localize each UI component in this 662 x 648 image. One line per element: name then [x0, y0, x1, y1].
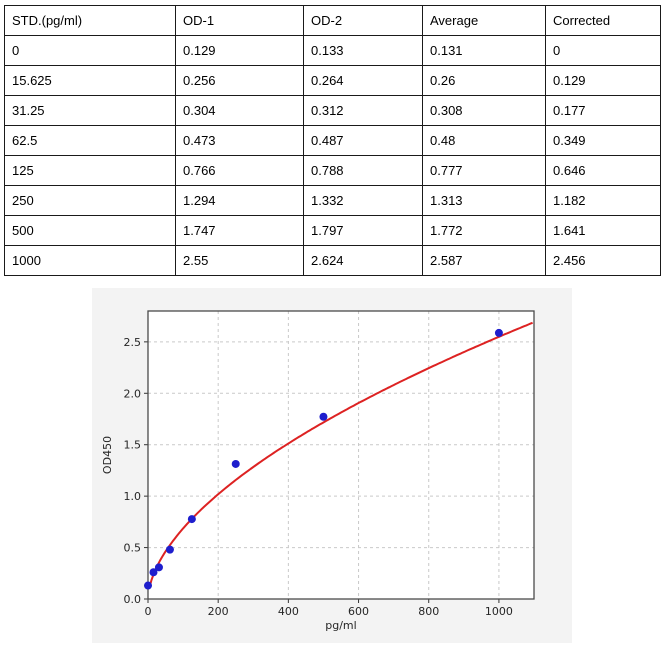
- fit-curve: [148, 321, 533, 588]
- table-cell: 0.777: [422, 155, 546, 186]
- table-cell: 1.797: [303, 215, 423, 246]
- table-row: 500 1.747 1.797 1.772 1.641: [4, 215, 661, 246]
- y-tick-label: 2.5: [124, 336, 142, 349]
- table-cell: 0.129: [175, 35, 304, 66]
- table-cell: 0.766: [175, 155, 304, 186]
- table-cell: 0: [4, 35, 176, 66]
- table-row: 31.25 0.304 0.312 0.308 0.177: [4, 95, 661, 126]
- table-cell: 1.772: [422, 215, 546, 246]
- table-cell: 500: [4, 215, 176, 246]
- y-tick-label: 2.0: [124, 387, 142, 400]
- data-point: [149, 568, 158, 577]
- table-row: 1000 2.55 2.624 2.587 2.456: [4, 245, 661, 276]
- data-point: [187, 515, 196, 524]
- table-header-cell: OD-1: [175, 5, 304, 36]
- table-cell: 2.55: [175, 245, 304, 276]
- table-cell: 0.177: [545, 95, 661, 126]
- table-cell: 0.487: [303, 125, 423, 156]
- table-body: 0 0.129 0.133 0.131 0 15.625 0.256 0.264 0.26 0.1…: [4, 35, 661, 276]
- table-cell: 0.133: [303, 35, 423, 66]
- table-header-cell: STD.(pg/ml): [4, 5, 176, 36]
- y-tick-label: 0.0: [124, 593, 142, 606]
- table-cell: 0.349: [545, 125, 661, 156]
- table-cell: 0.131: [422, 35, 546, 66]
- table-cell: 1.182: [545, 185, 661, 216]
- plot-border: [147, 310, 535, 600]
- table-cell: 2.624: [303, 245, 423, 276]
- table-row: 0 0.129 0.133 0.131 0: [4, 35, 661, 66]
- data-point: [231, 459, 240, 468]
- table-cell: 0.473: [175, 125, 304, 156]
- table-row: 250 1.294 1.332 1.313 1.182: [4, 185, 661, 216]
- table-cell: 1000: [4, 245, 176, 276]
- table-cell: 2.587: [422, 245, 546, 276]
- table-cell: 0.646: [545, 155, 661, 186]
- table-row: 125 0.766 0.788 0.777 0.646: [4, 155, 661, 186]
- table-cell: 0.308: [422, 95, 546, 126]
- table-header-row: STD.(pg/ml) OD-1 OD-2 Average Corrected: [4, 5, 661, 36]
- plot-area: [148, 311, 534, 599]
- table-cell: 250: [4, 185, 176, 216]
- table-cell: 1.747: [175, 215, 304, 246]
- y-axis-label: OD450: [101, 436, 114, 474]
- table-cell: 1.641: [545, 215, 661, 246]
- x-axis-label: pg/ml: [325, 619, 356, 632]
- y-tick-label: 1.5: [124, 439, 142, 452]
- table-cell: 0.264: [303, 65, 423, 96]
- table-cell: 0.312: [303, 95, 423, 126]
- data-point: [154, 563, 163, 572]
- standards-table: STD.(pg/ml) OD-1 OD-2 Average Corrected 0 0.1…: [4, 5, 661, 276]
- table-cell: 0: [545, 35, 661, 66]
- table-cell: 0.129: [545, 65, 661, 96]
- y-tick-label: 0.5: [124, 542, 142, 555]
- table-header-cell: Average: [422, 5, 546, 36]
- table-cell: 0.304: [175, 95, 304, 126]
- table-row: 62.5 0.473 0.487 0.48 0.349: [4, 125, 661, 156]
- data-point: [144, 581, 152, 590]
- table-row: 15.625 0.256 0.264 0.26 0.129: [4, 65, 661, 96]
- table-cell: 1.332: [303, 185, 423, 216]
- table-cell: 1.313: [422, 185, 546, 216]
- data-point: [319, 412, 328, 421]
- x-tick-label: 400: [278, 605, 299, 618]
- table-cell: 2.456: [545, 245, 661, 276]
- x-tick-label: 800: [418, 605, 439, 618]
- table-cell: 0.256: [175, 65, 304, 96]
- x-tick-label: 600: [348, 605, 369, 618]
- table-header-cell: OD-2: [303, 5, 423, 36]
- table-header-cell: Corrected: [545, 5, 661, 36]
- table-cell: 1.294: [175, 185, 304, 216]
- data-point: [494, 328, 503, 337]
- data-point: [165, 545, 174, 554]
- standard-curve-panel: 0 200 400 600 800 1000 0.0 0.5 1.0 1.5 2.0 2.5 pg/ml…: [92, 288, 572, 643]
- x-tick-label: 0: [145, 605, 152, 618]
- table-cell: 0.788: [303, 155, 423, 186]
- table-cell: 0.26: [422, 65, 546, 96]
- x-tick-label: 1000: [485, 605, 513, 618]
- table-cell: 62.5: [4, 125, 176, 156]
- table-cell: 31.25: [4, 95, 176, 126]
- y-tick-label: 1.0: [124, 490, 142, 503]
- standard-curve-chart: 0 200 400 600 800 1000 0.0 0.5 1.0 1.5 2.0 2.5 pg/ml…: [101, 310, 535, 632]
- table-cell: 125: [4, 155, 176, 186]
- x-tick-label: 200: [208, 605, 229, 618]
- table-cell: 15.625: [4, 65, 176, 96]
- table-cell: 0.48: [422, 125, 546, 156]
